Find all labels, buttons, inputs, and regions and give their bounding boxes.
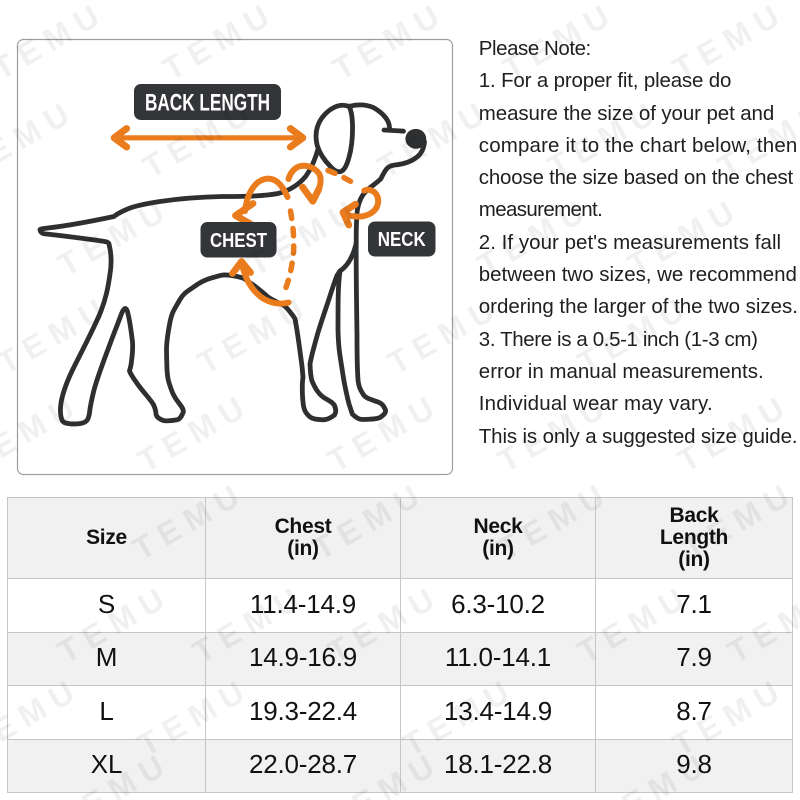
svg-text:CHEST: CHEST xyxy=(210,230,267,252)
svg-text:NECK: NECK xyxy=(378,229,426,251)
svg-text:BACK LENGTH: BACK LENGTH xyxy=(145,89,270,116)
